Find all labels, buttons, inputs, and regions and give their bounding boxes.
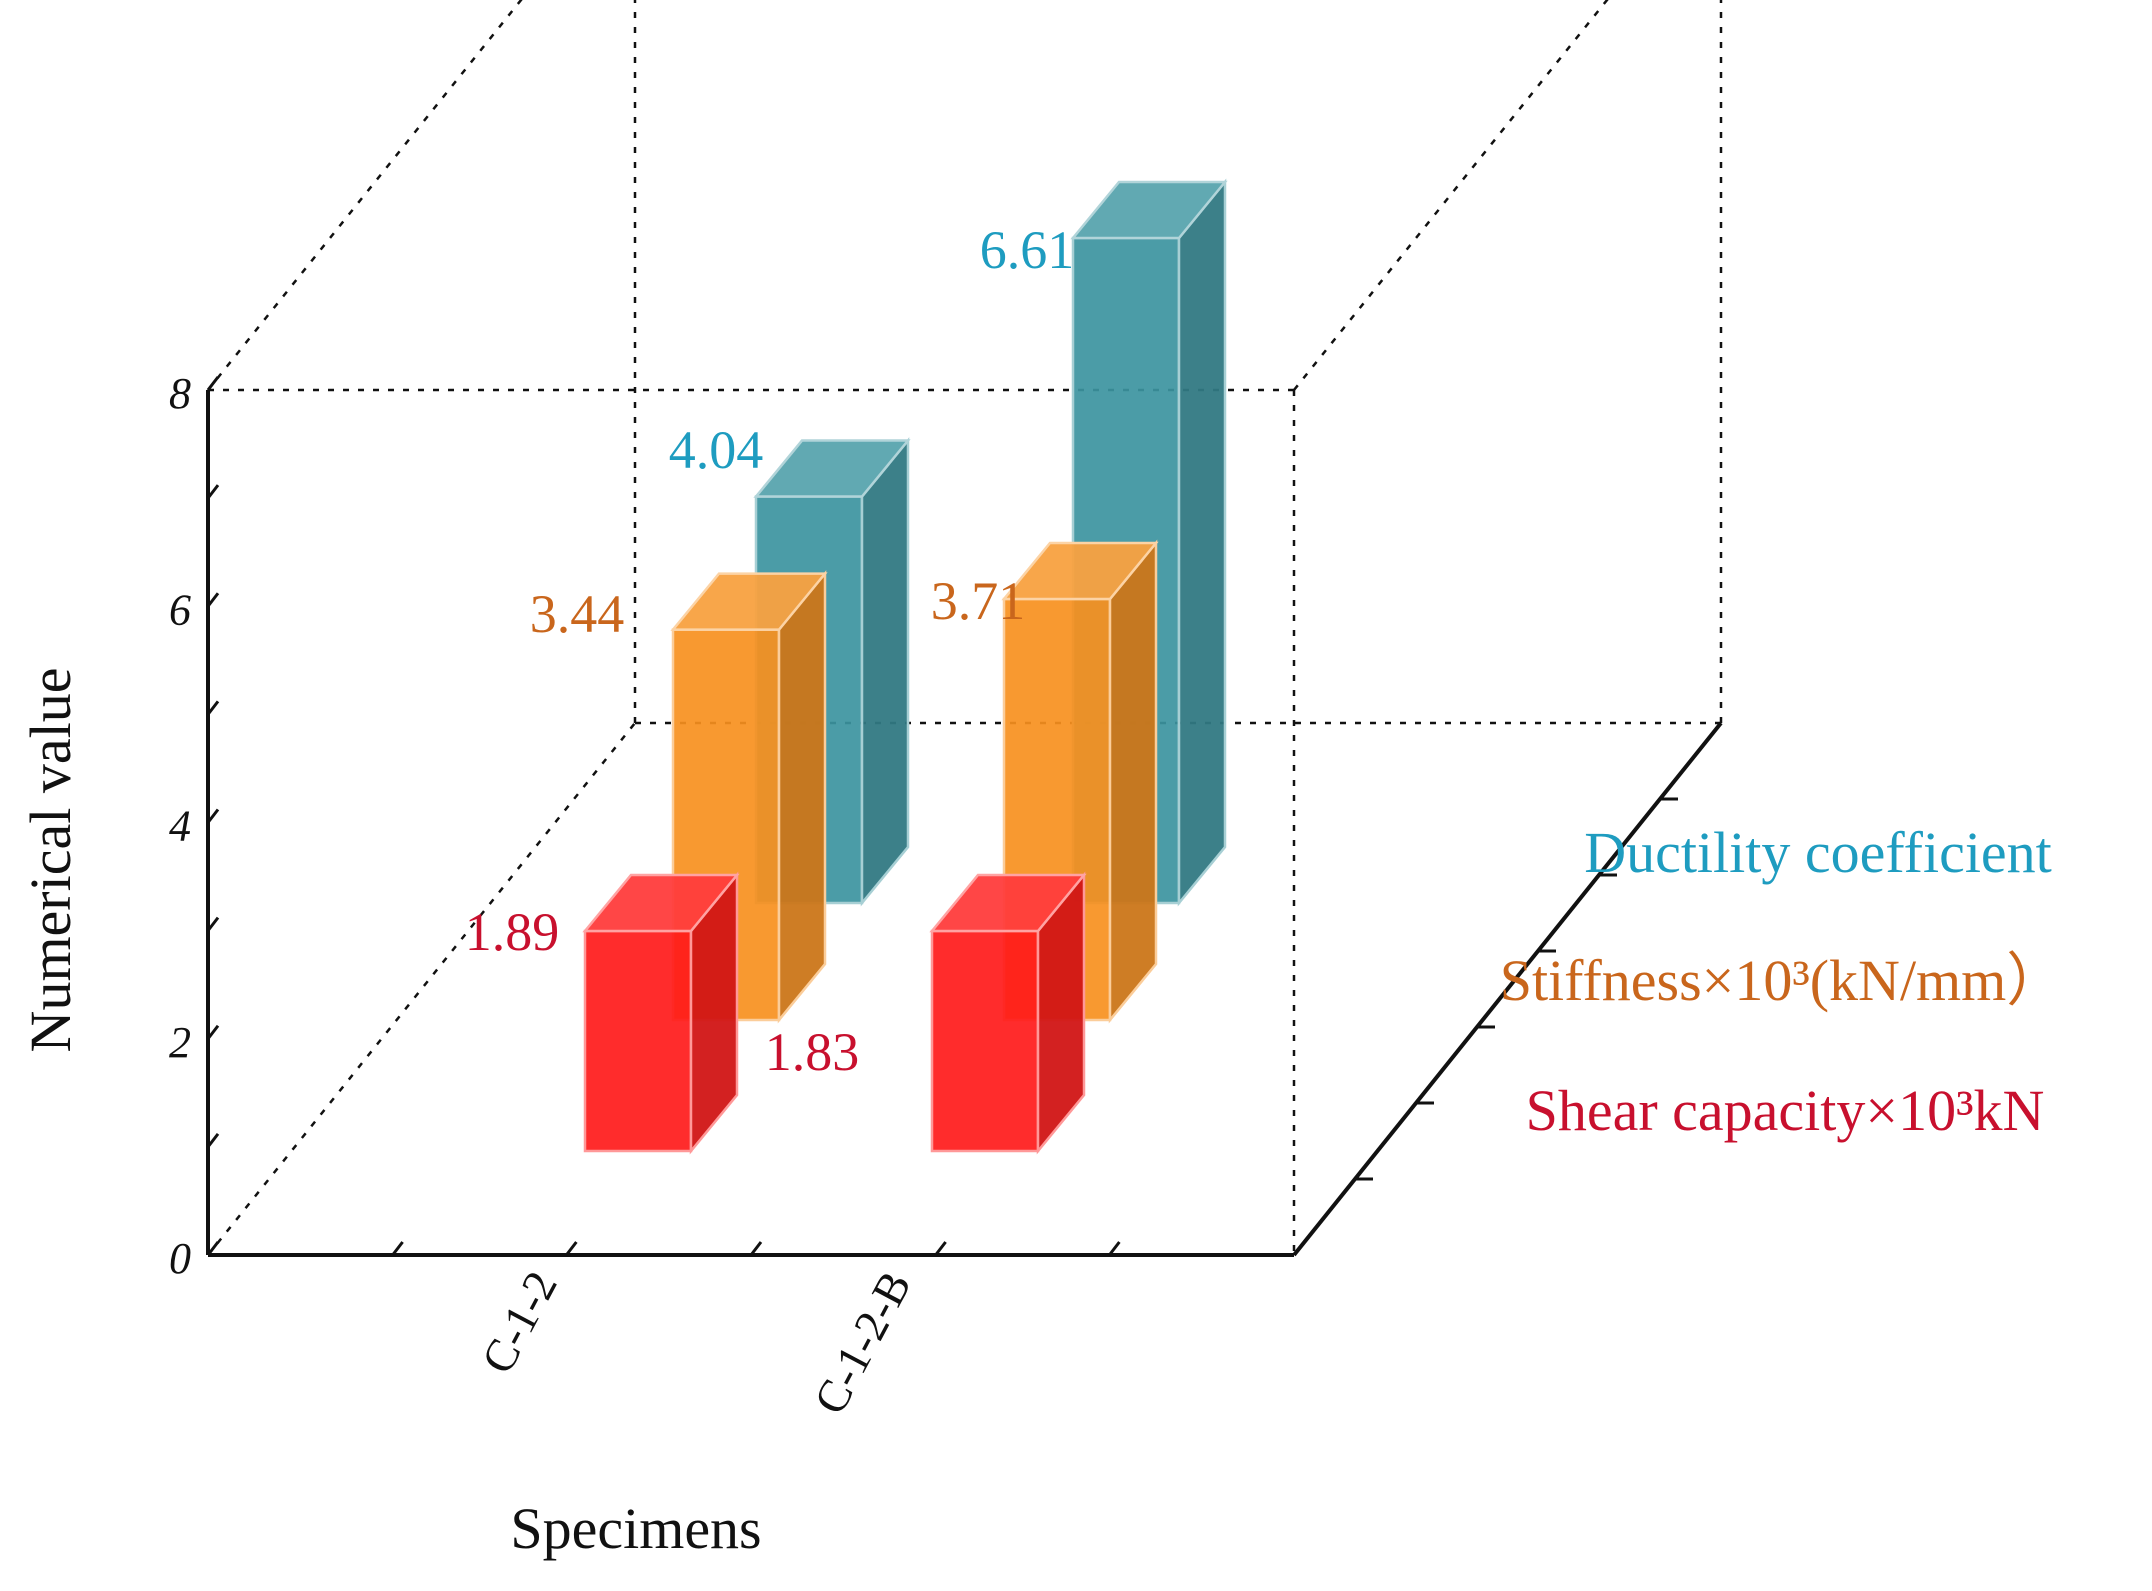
value-labels: 4.04 6.61 3.44 3.71 1.89 1.83 [465,220,1075,1082]
x-tick-mark [749,1241,763,1256]
axis-ticks: 0 2 4 6 8 C-1-2 C-1-2-B [169,369,1678,1422]
shear-capacity-value-label: 1.89 [465,902,560,962]
shear-capacity-value-label: 1.83 [765,1022,860,1082]
y-tick-mark [206,808,220,824]
y-tick-mark [206,376,220,391]
bars [582,178,1228,1155]
x-tick-mark [565,1241,578,1256]
category-label: C-1-2 [471,1263,566,1382]
ductility-bar-top [1070,180,1228,240]
ductility-bar-side [860,437,910,907]
ductility-value-label: 4.04 [669,420,764,480]
shear-capacity-bar-front [583,929,693,1153]
y-tick-mark [206,1024,220,1040]
shear-capacity-bar [929,871,1087,1155]
category-label: C-1-2-B [804,1263,921,1422]
y-tick-mark [206,1132,220,1148]
ductility-value-label: 6.61 [980,220,1075,280]
y-tick-label: 8 [169,369,191,418]
stiffness-bar-side [1108,539,1158,1024]
frame-dashed-line [1293,0,1609,391]
frame-dashed-line [207,722,636,1256]
x-tick-mark [1108,1241,1121,1256]
y-tick-mark [206,484,220,500]
y-tick-label: 4 [169,802,191,851]
shear-capacity-bar-top [929,873,1087,933]
stiffness-value-label: 3.71 [931,571,1026,631]
depth-axis-line [1292,721,1723,1257]
legend-shear: Shear capacity×10³kN [1526,1078,2045,1143]
stiffness-bar-top [1001,541,1159,601]
frame-dashed-line [207,0,523,391]
y-tick-label: 2 [169,1018,191,1067]
stiffness-bar-top [670,572,828,631]
legend-stiffness: Stiffness×10³(kN/mm） [1500,948,2065,1013]
y-tick-mark [206,1241,220,1256]
y-tick-mark [206,700,220,716]
stiffness-value-label: 3.44 [530,584,625,644]
x-tick-mark [934,1241,947,1256]
shear-capacity-bar [582,871,740,1155]
y-axis-label: Numerical value [18,668,83,1053]
ductility-bar-top [753,439,911,498]
ductility-bar-side [1177,178,1227,907]
stiffness-bar-side [777,570,827,1024]
shear-capacity-bar-front [930,929,1040,1153]
shear-capacity-bar-top [582,873,740,933]
y-tick-mark [206,916,220,932]
y-tick-label: 6 [169,585,191,634]
y-tick-mark [206,592,220,608]
x-axis-label: Specimens [510,1496,761,1561]
y-tick-label: 0 [169,1234,191,1283]
x-tick-mark [391,1241,404,1256]
legend-ductility: Ductility coefficient [1584,820,2052,885]
